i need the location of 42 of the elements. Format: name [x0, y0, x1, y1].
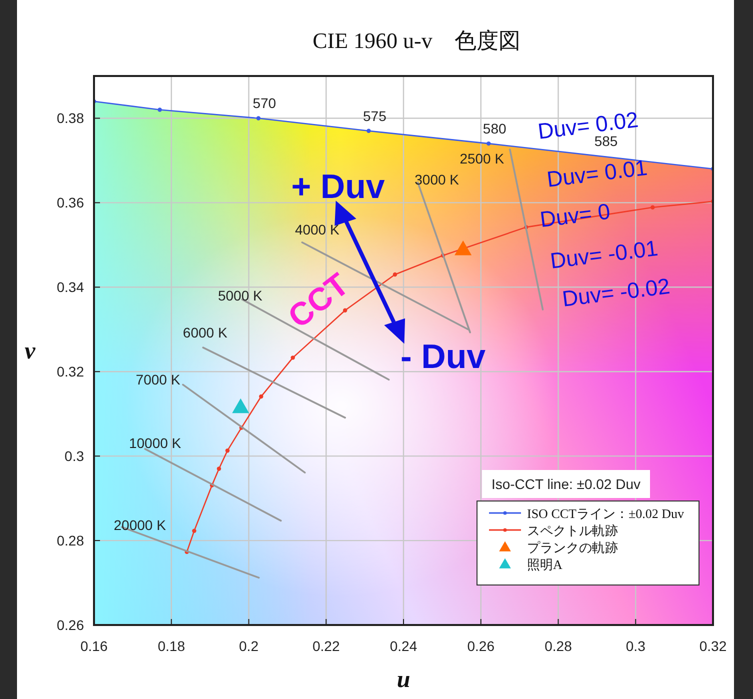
annotation: Duv= -0.01 — [548, 235, 660, 274]
y-tick-label: 0.36 — [56, 194, 84, 211]
y-axis-title: v — [24, 338, 36, 364]
annotation: Duv= 0.01 — [545, 154, 649, 192]
legend-label: スペクトル軌跡 — [527, 523, 618, 538]
annotation: 585 — [594, 133, 618, 150]
y-tick-label: 0.3 — [64, 448, 84, 464]
x-axis-title: u — [396, 667, 410, 693]
annotation: 570 — [252, 95, 276, 112]
annotation: 7000 K — [136, 372, 181, 388]
x-tick-label: 0.2 — [239, 638, 259, 654]
annotation: 580 — [482, 120, 507, 137]
x-tick-label: 0.18 — [158, 638, 186, 654]
annotation: CCT — [281, 266, 356, 335]
x-tick-label: 0.16 — [80, 638, 108, 654]
annotation: Iso-CCT line: ±0.02 Duv — [491, 476, 641, 492]
legend-label: プランクの軌跡 — [527, 540, 618, 555]
legend-label: 照明A — [527, 557, 563, 572]
annotation: Duv= -0.02 — [560, 273, 672, 312]
y-tick-label: 0.38 — [56, 110, 84, 126]
annotation: 6000 K — [182, 324, 228, 341]
annotation: 5000 K — [218, 287, 264, 304]
annotation: 3000 K — [414, 171, 460, 188]
legend-label: ISO CCTライン：±0.02 Duv — [527, 506, 685, 521]
annotation: 575 — [363, 108, 387, 124]
x-tick-label: 0.28 — [544, 638, 572, 654]
annotation: 10000 K — [128, 434, 182, 451]
chart-title: CIE 1960 u-v 色度図 — [312, 28, 520, 53]
annotation: 4000 K — [294, 221, 340, 238]
y-tick-label: 0.26 — [56, 617, 84, 633]
y-tick-label: 0.28 — [56, 532, 84, 549]
x-tick-label: 0.32 — [699, 638, 727, 654]
x-tick-label: 0.26 — [467, 638, 495, 654]
annotation: 20000 K — [114, 517, 167, 534]
y-tick-label: 0.34 — [56, 279, 84, 296]
x-tick-label: 0.3 — [626, 638, 646, 654]
x-tick-label: 0.24 — [390, 638, 418, 654]
x-tick-label: 0.22 — [312, 638, 340, 654]
annotation: + Duv — [291, 168, 385, 206]
y-tick-label: 0.32 — [56, 364, 84, 380]
annotation: - Duv — [400, 338, 486, 376]
annotation: Duv= 0 — [538, 198, 612, 232]
